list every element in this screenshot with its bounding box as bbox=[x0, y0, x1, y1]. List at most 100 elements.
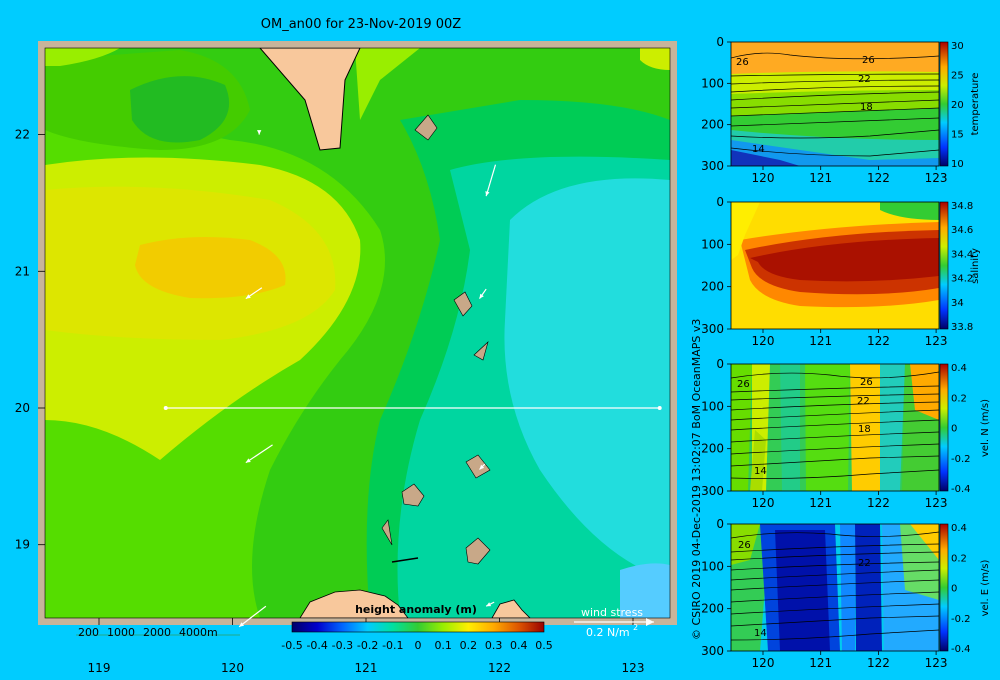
wind-vector bbox=[238, 605, 267, 628]
temp-contour-14: 14 bbox=[752, 144, 765, 155]
vel-n-panel: 26 26 22 18 14 vel. N (m/s) bbox=[730, 363, 991, 492]
colorbar-tick-label: -0.1 bbox=[382, 639, 403, 652]
section-colorbar-tick-label: 0.4 bbox=[951, 523, 967, 534]
section-y-tick-label: 300 bbox=[701, 322, 724, 336]
section-colorbar-tick-label: 34.2 bbox=[951, 274, 973, 285]
vele-contour-22: 22 bbox=[858, 558, 871, 569]
bathy-2000: 2000 bbox=[143, 626, 171, 639]
colorbar-tick-label: -0.2 bbox=[357, 639, 378, 652]
colorbar-tick-label: -0.4 bbox=[306, 639, 327, 652]
colorbar-tick-label: 0.4 bbox=[510, 639, 528, 652]
section-y-tick-label: 0 bbox=[716, 35, 724, 49]
section-y-tick-label: 100 bbox=[701, 559, 724, 573]
wind-stress-title: wind stress bbox=[581, 606, 643, 619]
vel-n-label: vel. N (m/s) bbox=[980, 399, 991, 457]
section-x-tick-label: 122 bbox=[867, 171, 890, 185]
section-y-tick-label: 300 bbox=[701, 159, 724, 173]
section-colorbar-tick-label: -0.2 bbox=[951, 614, 971, 625]
section-x-tick-label: 123 bbox=[925, 334, 948, 348]
section-colorbar-tick-label: 25 bbox=[951, 71, 964, 82]
veln-contour-22: 22 bbox=[857, 396, 870, 407]
map-y-tick-label: 21 bbox=[15, 264, 30, 278]
section-x-tick-label: 120 bbox=[752, 334, 775, 348]
wind-vector bbox=[485, 601, 495, 607]
bathy-200: 200 bbox=[78, 626, 99, 639]
salinity-panel: salinity bbox=[730, 201, 981, 330]
veln-contour-26b: 26 bbox=[860, 377, 873, 388]
vel-e-label: vel. E (m/s) bbox=[980, 559, 991, 616]
section-y-tick-label: 0 bbox=[716, 517, 724, 531]
wind-stress-exp: 2 bbox=[633, 623, 638, 632]
colorbar-tick-label: -0.5 bbox=[281, 639, 302, 652]
section-x-tick-label: 123 bbox=[925, 656, 948, 670]
section-y-tick-label: 300 bbox=[701, 484, 724, 498]
section-x-tick-label: 123 bbox=[925, 496, 948, 510]
bathymetry-legend: 200 1000 2000 4000m bbox=[76, 626, 240, 639]
colorbar-tick-label: 0.1 bbox=[434, 639, 452, 652]
veln-contour-26a: 26 bbox=[737, 379, 750, 390]
section-x-tick-label: 122 bbox=[867, 656, 890, 670]
colorbar-tick-label: 0.5 bbox=[535, 639, 553, 652]
colorbar-tick-label: 0.2 bbox=[460, 639, 478, 652]
temp-contour-26b: 26 bbox=[862, 55, 875, 66]
wind-vector bbox=[245, 287, 263, 300]
vele-contour-14: 14 bbox=[754, 628, 767, 639]
wind-vector bbox=[485, 164, 497, 197]
vel-e-panel: 26 22 14 vel. E (m/s) bbox=[730, 523, 991, 652]
section-colorbar-tick-label: 0.2 bbox=[951, 553, 967, 564]
section-y-tick-label: 0 bbox=[716, 357, 724, 371]
map-x-tick-label: 120 bbox=[221, 661, 244, 675]
map-x-tick-label: 119 bbox=[88, 661, 111, 675]
section-colorbar-tick-label: 34.4 bbox=[951, 249, 973, 260]
section-colorbar-tick-label: 0 bbox=[951, 424, 957, 435]
temp-contour-26a: 26 bbox=[736, 57, 749, 68]
wind-stress-value: 0.2 N/m bbox=[586, 626, 630, 639]
section-colorbar-tick-label: -0.4 bbox=[951, 484, 971, 495]
section-colorbar-tick-label: 0 bbox=[951, 584, 957, 595]
section-x-tick-label: 121 bbox=[809, 656, 832, 670]
section-colorbar-tick-label: 33.8 bbox=[951, 322, 973, 333]
map-y-tick-label: 19 bbox=[15, 538, 30, 552]
section-colorbar-tick-label: -0.4 bbox=[951, 644, 971, 655]
vele-contour-26: 26 bbox=[738, 540, 751, 551]
section-x-tick-label: 123 bbox=[925, 171, 948, 185]
bathy-4000: 4000m bbox=[179, 626, 218, 639]
section-x-tick-label: 122 bbox=[867, 496, 890, 510]
wind-vector bbox=[257, 130, 262, 135]
section-colorbar-tick-label: -0.2 bbox=[951, 454, 971, 465]
section-x-tick-label: 120 bbox=[752, 496, 775, 510]
section-colorbar-tick-label: 15 bbox=[951, 130, 964, 141]
section-y-tick-label: 200 bbox=[701, 118, 724, 132]
section-y-tick-label: 200 bbox=[701, 280, 724, 294]
section-start-dot bbox=[163, 406, 168, 410]
section-colorbar-tick-label: 20 bbox=[951, 100, 964, 111]
map-x-tick-label: 123 bbox=[622, 661, 645, 675]
colorbar-tick-label: -0.3 bbox=[332, 639, 353, 652]
colorbar-tick-label: 0 bbox=[415, 639, 422, 652]
section-y-tick-label: 200 bbox=[701, 602, 724, 616]
credit-text: © CSIRO 2019 04-Dec-2019 13:02:07 BoM Oc… bbox=[690, 319, 703, 640]
wind-vector bbox=[478, 288, 487, 299]
section-y-tick-label: 100 bbox=[701, 237, 724, 251]
section-x-tick-label: 120 bbox=[752, 171, 775, 185]
section-x-tick-label: 120 bbox=[752, 656, 775, 670]
section-colorbar-tick-label: 0.2 bbox=[951, 393, 967, 404]
bathy-1000: 1000 bbox=[107, 626, 135, 639]
temperature-label: temperature bbox=[970, 73, 981, 136]
section-colorbar-tick-label: 34.6 bbox=[951, 225, 973, 236]
panel-ticks: 120 121 122 123 0 100 200 300 30 25 20 15 10 120 121 12… bbox=[701, 35, 973, 670]
height-anomaly-colorbar: height anomaly (m) -0.5 -0.4 -0.3 -0.2 -0.1 0… bbox=[281, 603, 552, 652]
section-x-tick-label: 122 bbox=[867, 334, 890, 348]
temperature-panel: 26 26 22 18 14 temperature bbox=[730, 41, 981, 167]
section-colorbar-tick-label: 10 bbox=[951, 159, 964, 170]
section-y-tick-label: 100 bbox=[701, 399, 724, 413]
wind-vectors bbox=[238, 130, 497, 628]
section-colorbar-tick-label: 34 bbox=[951, 298, 964, 309]
section-y-tick-label: 0 bbox=[716, 195, 724, 209]
wind-stress-legend: wind stress 0.2 N/m 2 bbox=[574, 606, 654, 639]
section-x-tick-label: 121 bbox=[809, 334, 832, 348]
section-colorbar-tick-label: 30 bbox=[951, 41, 964, 52]
map-x-tick-label: 121 bbox=[355, 661, 378, 675]
section-y-tick-label: 100 bbox=[701, 76, 724, 90]
